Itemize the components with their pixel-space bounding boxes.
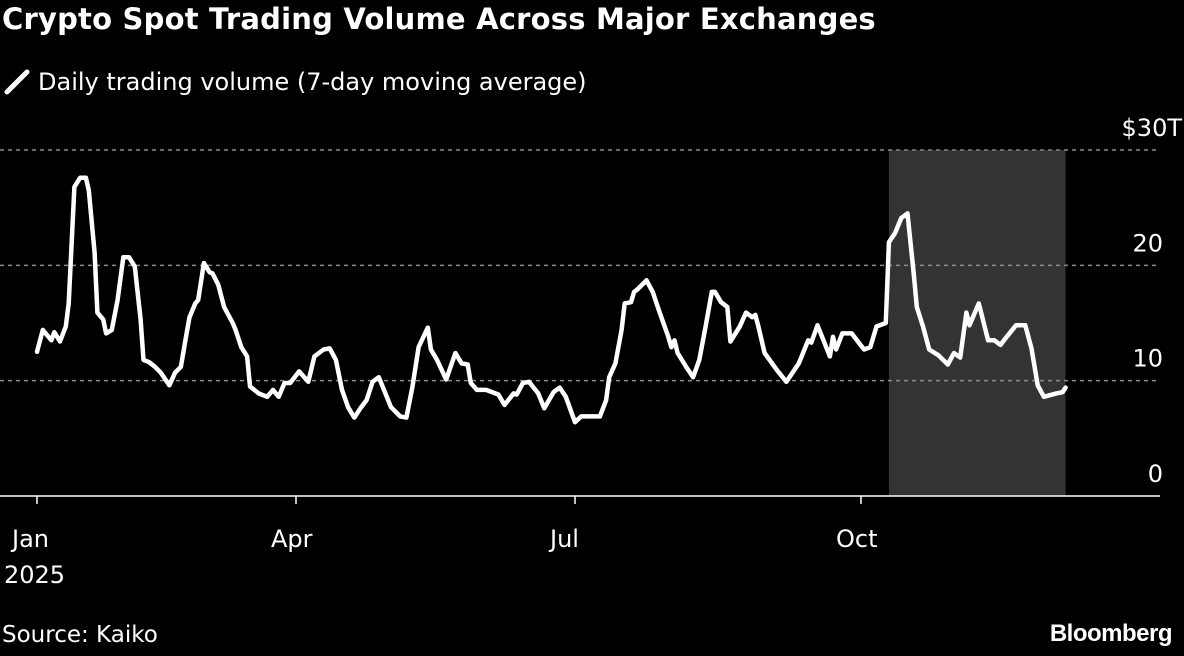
x-tick-label: Oct xyxy=(836,525,878,553)
y-tick-label: $30T xyxy=(1122,114,1183,142)
legend-item: Daily trading volume (7-day moving avera… xyxy=(4,68,587,96)
chart-title: Crypto Spot Trading Volume Across Major … xyxy=(2,2,876,36)
x-tick-year-label: 2025 xyxy=(4,561,65,589)
bloomberg-logo: Bloomberg xyxy=(1049,620,1173,647)
legend-label: Daily trading volume (7-day moving avera… xyxy=(38,68,587,96)
series-line xyxy=(34,175,1068,425)
highlight-band xyxy=(888,150,1066,496)
y-tick-label: 20 xyxy=(1132,229,1163,257)
y-tick-label: 0 xyxy=(1148,460,1163,488)
x-tick-label: Jan xyxy=(10,525,49,553)
slash-line-icon xyxy=(4,69,30,95)
x-tick-label: Apr xyxy=(271,525,313,553)
x-tick-label: Jul xyxy=(548,525,579,553)
y-tick-label: 10 xyxy=(1132,345,1163,373)
source-note: Source: Kaiko xyxy=(2,622,158,648)
